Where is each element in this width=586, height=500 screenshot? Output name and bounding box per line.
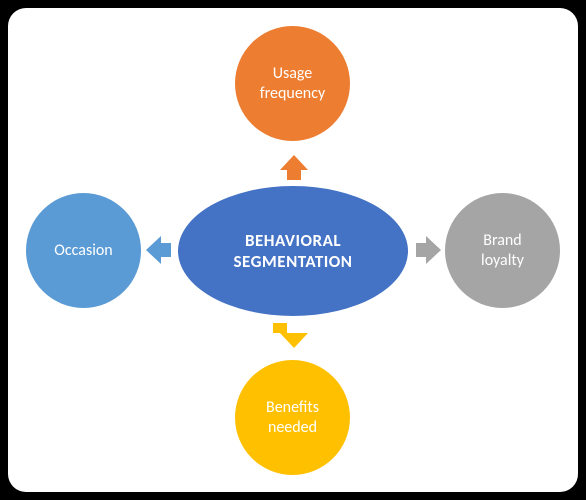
node-top: Usagefrequency [235,26,350,141]
arrow-right [416,236,441,264]
node-left-label: Occasion [54,241,112,261]
node-top-label: Usagefrequency [260,64,325,104]
node-bottom-label: Benefitsneeded [266,398,319,438]
diagram-card: BEHAVIORALSEGMENTATION Usagefrequency Br… [8,8,578,492]
center-ellipse: BEHAVIORALSEGMENTATION [178,186,408,316]
center-label: BEHAVIORALSEGMENTATION [234,230,353,273]
node-right-label: Brandloyalty [481,231,524,271]
node-bottom: Benefitsneeded [235,360,350,475]
node-left: Occasion [26,193,141,308]
node-right: Brandloyalty [445,193,560,308]
arrow-left [146,236,171,264]
arrow-up [280,155,308,170]
